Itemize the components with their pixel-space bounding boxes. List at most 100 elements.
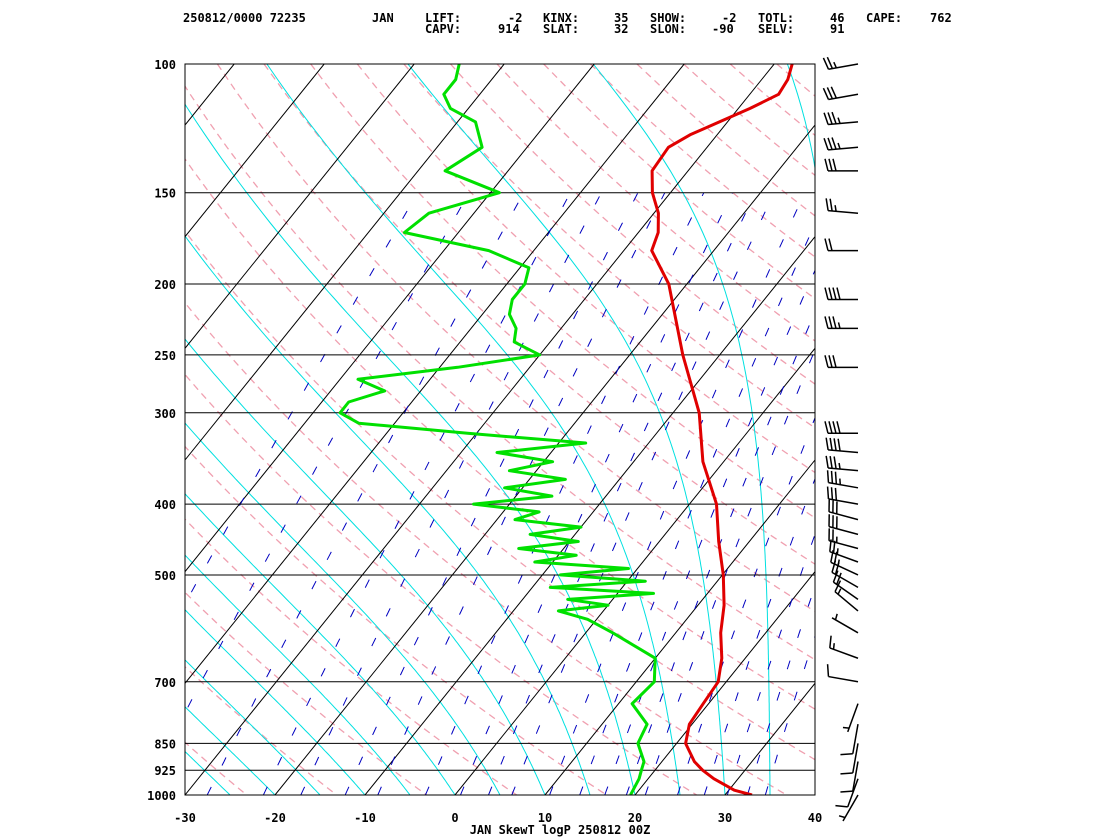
- isotherm-line: [0, 64, 54, 795]
- header-field: TOTL:: [758, 11, 795, 25]
- isotherm-line: [185, 64, 415, 350]
- wind-barbs: [822, 56, 859, 822]
- dry-adiabat-line: [185, 591, 428, 795]
- header-field: -90: [712, 22, 734, 36]
- wind-barb: [824, 316, 858, 330]
- dry-adiabat-line: [185, 84, 815, 661]
- header-field: 250812/0000 72235: [183, 11, 306, 25]
- wind-barb: [840, 724, 859, 756]
- isotherm-line: [185, 64, 775, 795]
- moist-adiabat-line: [185, 103, 636, 795]
- moist-adiabat-line: [185, 338, 546, 795]
- pressure-tick-label: 250: [154, 349, 176, 363]
- moist-adiabat-line: [592, 64, 771, 795]
- mixing-ratio-line: [460, 192, 733, 795]
- mixing-ratio-line: [764, 634, 815, 795]
- wind-barb: [826, 664, 859, 683]
- header-field: JAN: [372, 11, 394, 25]
- dry-adiabat-line: [185, 157, 815, 710]
- dry-adiabat-line: [870, 64, 1120, 795]
- wind-barb: [835, 778, 859, 808]
- isotherm-line: [364, 235, 815, 795]
- dry-adiabat-line: [185, 445, 608, 795]
- moist-adiabat-line: [185, 750, 231, 795]
- pressure-tick-label: 700: [154, 676, 176, 690]
- mixing-ratio-line: [726, 532, 815, 795]
- dry-adiabat-line: [185, 230, 815, 761]
- wind-barb: [823, 111, 859, 126]
- wind-barb: [828, 528, 859, 550]
- mixing-ratio-line: [377, 192, 666, 795]
- wind-barb: [829, 635, 859, 659]
- wind-barb: [823, 137, 859, 151]
- temperature-tick-label: 40: [808, 811, 822, 825]
- pressure-tick-label: 500: [154, 569, 176, 583]
- moist-adiabat-line: [266, 64, 681, 795]
- mixing-ratio-line: [579, 222, 815, 795]
- temperature-tick-label: 10: [538, 811, 552, 825]
- isotherm-line: [185, 64, 505, 461]
- mixing-ratio-line: [344, 192, 639, 795]
- header-field: SHOW:: [650, 11, 687, 25]
- dry-adiabat-line: [823, 64, 1120, 795]
- pressure-tick-label: 100: [154, 58, 176, 72]
- mixing-ratio-line: [262, 192, 571, 795]
- wind-barb: [826, 486, 859, 505]
- isotherm-line: [0, 64, 144, 795]
- temperature-profile-line: [650, 64, 794, 795]
- wind-barb: [824, 421, 858, 435]
- temperature-tick-label: 20: [628, 811, 642, 825]
- wind-barb: [838, 794, 859, 822]
- pressure-tick-labels: 100 150 200 250 300 400 500 700 850 925 1000: [147, 58, 176, 803]
- header-field: SELV:: [758, 22, 795, 36]
- dry-adiabat-line: [185, 301, 788, 795]
- wind-barb: [829, 539, 859, 563]
- mixing-ratio-line: [625, 310, 815, 795]
- dry-adiabat-line: [356, 64, 815, 474]
- temperature-tick-label: -20: [264, 811, 286, 825]
- chart-title: JAN SkewT logP 250812 00Z: [470, 823, 651, 837]
- mixing-ratio-line: [424, 192, 705, 795]
- isotherm-line: [274, 124, 815, 795]
- isotherm-line: [544, 459, 815, 795]
- wind-barb: [828, 499, 859, 521]
- pressure-tick-label: 1000: [147, 789, 176, 803]
- isotherm-line: [185, 64, 325, 238]
- pressure-tick-label: 300: [154, 407, 176, 421]
- header-field: -2: [722, 11, 737, 25]
- wind-barb: [834, 580, 859, 612]
- header-field: SLAT:: [543, 22, 580, 36]
- dry-adiabat-line: [776, 64, 815, 97]
- header-field: 32: [614, 22, 629, 36]
- header-field: 35: [614, 11, 629, 25]
- header-field: 762: [930, 11, 952, 25]
- header-field: KINX:: [543, 11, 580, 25]
- header-field: 46: [830, 11, 845, 25]
- header-field: -2: [508, 11, 523, 25]
- temperature-tick-labels: -30 -20 -10 0 10 20 30 40: [174, 811, 822, 825]
- mixing-ratio-line: [488, 192, 756, 795]
- mixing-ratio-line: [300, 192, 602, 795]
- dry-adiabat-line: [403, 64, 815, 429]
- isotherm-line: [724, 682, 815, 795]
- mixing-ratio-line: [185, 192, 470, 714]
- wind-barb: [822, 86, 859, 101]
- moist-adiabat-line: [185, 609, 366, 795]
- header-field: SLON:: [650, 22, 687, 36]
- profile-lines: [338, 64, 794, 795]
- pressure-tick-label: 925: [154, 764, 176, 778]
- dry-adiabat-line: [185, 373, 698, 795]
- wind-barb: [842, 703, 859, 733]
- wind-barb: [831, 613, 859, 634]
- dry-adiabat-line: [589, 64, 815, 258]
- temperature-tick-label: 30: [718, 811, 732, 825]
- pressure-tick-label: 400: [154, 498, 176, 512]
- wind-barb: [825, 455, 859, 472]
- isotherm-line: [454, 347, 815, 795]
- header-field: CAPE:: [866, 11, 903, 25]
- isotherm-line: [814, 794, 815, 795]
- header-field: 91: [830, 22, 845, 36]
- sounding-indices-header: 250812/0000 72235 JAN LIFT: -2 KINX: 35 SHOW: -…: [0, 0, 1120, 40]
- pressure-tick-label: 150: [154, 187, 176, 201]
- pressure-tick-label: 850: [154, 737, 176, 751]
